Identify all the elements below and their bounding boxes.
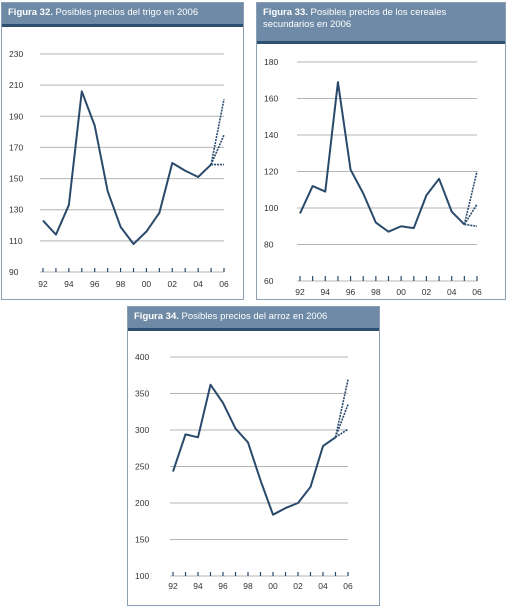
- x-tick-label: 92: [38, 279, 48, 289]
- price-line: [172, 383, 337, 516]
- x-tick-label: 94: [64, 279, 74, 289]
- x-tick-label: 94: [321, 287, 331, 297]
- x-tick-label: 00: [268, 581, 278, 591]
- x-tick-label: 00: [396, 287, 406, 297]
- figure-32-header-accent: [2, 24, 243, 27]
- y-tick-label: 400: [135, 352, 149, 362]
- x-tick-label: 02: [293, 581, 303, 591]
- y-tick-label: 110: [9, 236, 23, 246]
- figure-32-title: Posibles precios del trigo en 2006: [55, 7, 199, 18]
- price-line: [299, 81, 466, 233]
- x-tick-label: 96: [346, 287, 356, 297]
- y-tick-label: 130: [9, 205, 23, 215]
- figure-32-panel: Figura 32. Posibles precios del trigo en…: [1, 2, 244, 300]
- projection-line: [464, 223, 478, 228]
- projection-line: [210, 134, 225, 165]
- projection-line: [463, 171, 478, 225]
- x-tick-label: 98: [371, 287, 381, 297]
- figure-33-header-accent: [257, 41, 505, 44]
- x-tick-label: 04: [193, 279, 203, 289]
- y-tick-label: 210: [9, 80, 23, 90]
- x-tick-label: 00: [142, 279, 152, 289]
- x-tick-label: 04: [447, 287, 457, 297]
- figure-34-panel: Figura 34. Posibles precios del arroz en…: [127, 306, 380, 606]
- y-tick-label: 180: [264, 57, 278, 67]
- figure-34-chart: 100 150 200 250 300 350 400 92 94 96 98 00 02 04 06: [135, 352, 353, 591]
- y-tick-label: 170: [9, 142, 23, 152]
- figure-32-number: Figura 32.: [8, 7, 53, 18]
- projection-line: [210, 99, 225, 165]
- projection-line: [334, 379, 349, 438]
- figure-33-panel: Figura 33. Posibles precios de los cerea…: [256, 2, 506, 300]
- x-tick-label: 02: [422, 287, 432, 297]
- y-tick-label: 100: [264, 203, 278, 213]
- figure-34-header-accent: [128, 328, 379, 331]
- y-tick-label: 300: [135, 425, 149, 435]
- y-tick-label: 80: [264, 240, 274, 250]
- x-tick-label: 04: [318, 581, 328, 591]
- figure-34-title: Posibles precios del arroz en 2006: [181, 311, 328, 322]
- y-tick-label: 230: [9, 49, 23, 59]
- y-tick-label: 140: [264, 130, 278, 140]
- figure-33-title: Posibles precios de los cereales secunda…: [263, 7, 447, 30]
- x-tick-label: 96: [218, 581, 228, 591]
- x-tick-label: 06: [219, 279, 229, 289]
- x-tick-label: 94: [193, 581, 203, 591]
- y-tick-label: 190: [9, 111, 23, 121]
- x-tick-label: 06: [343, 581, 353, 591]
- figure-33-chart: 60 80 100 120 140 160 180 92 94 96 98 00 02 04 06: [264, 57, 482, 297]
- projection-line: [335, 428, 349, 438]
- figure-33-header: Figura 33. Posibles precios de los cerea…: [257, 3, 505, 44]
- y-tick-label: 100: [135, 571, 149, 581]
- y-tick-label: 150: [9, 174, 23, 184]
- x-tick-label: 98: [243, 581, 253, 591]
- y-tick-label: 120: [264, 167, 278, 177]
- x-tick-label: 92: [168, 581, 178, 591]
- y-tick-label: 350: [135, 389, 149, 399]
- y-tick-label: 60: [264, 276, 274, 286]
- y-tick-label: 90: [9, 267, 19, 277]
- figure-32-header: Figura 32. Posibles precios del trigo en…: [2, 3, 243, 27]
- figure-32-chart: 90 110 130 150 170 190 210 230 92 94 96 98 00 02 04 06: [9, 49, 229, 289]
- x-tick-label: 96: [90, 279, 100, 289]
- figure-34-number: Figura 34.: [134, 311, 179, 322]
- x-tick-label: 92: [295, 287, 305, 297]
- y-tick-label: 250: [135, 462, 149, 472]
- x-tick-label: 02: [168, 279, 178, 289]
- y-tick-label: 160: [264, 94, 278, 104]
- y-tick-label: 150: [135, 535, 149, 545]
- x-tick-label: 06: [472, 287, 482, 297]
- figure-33-number: Figura 33.: [263, 7, 308, 18]
- x-tick-label: 98: [116, 279, 126, 289]
- projection-line: [463, 203, 478, 225]
- price-line: [42, 90, 212, 245]
- y-tick-label: 200: [135, 498, 149, 508]
- figure-34-header: Figura 34. Posibles precios del arroz en…: [128, 307, 379, 331]
